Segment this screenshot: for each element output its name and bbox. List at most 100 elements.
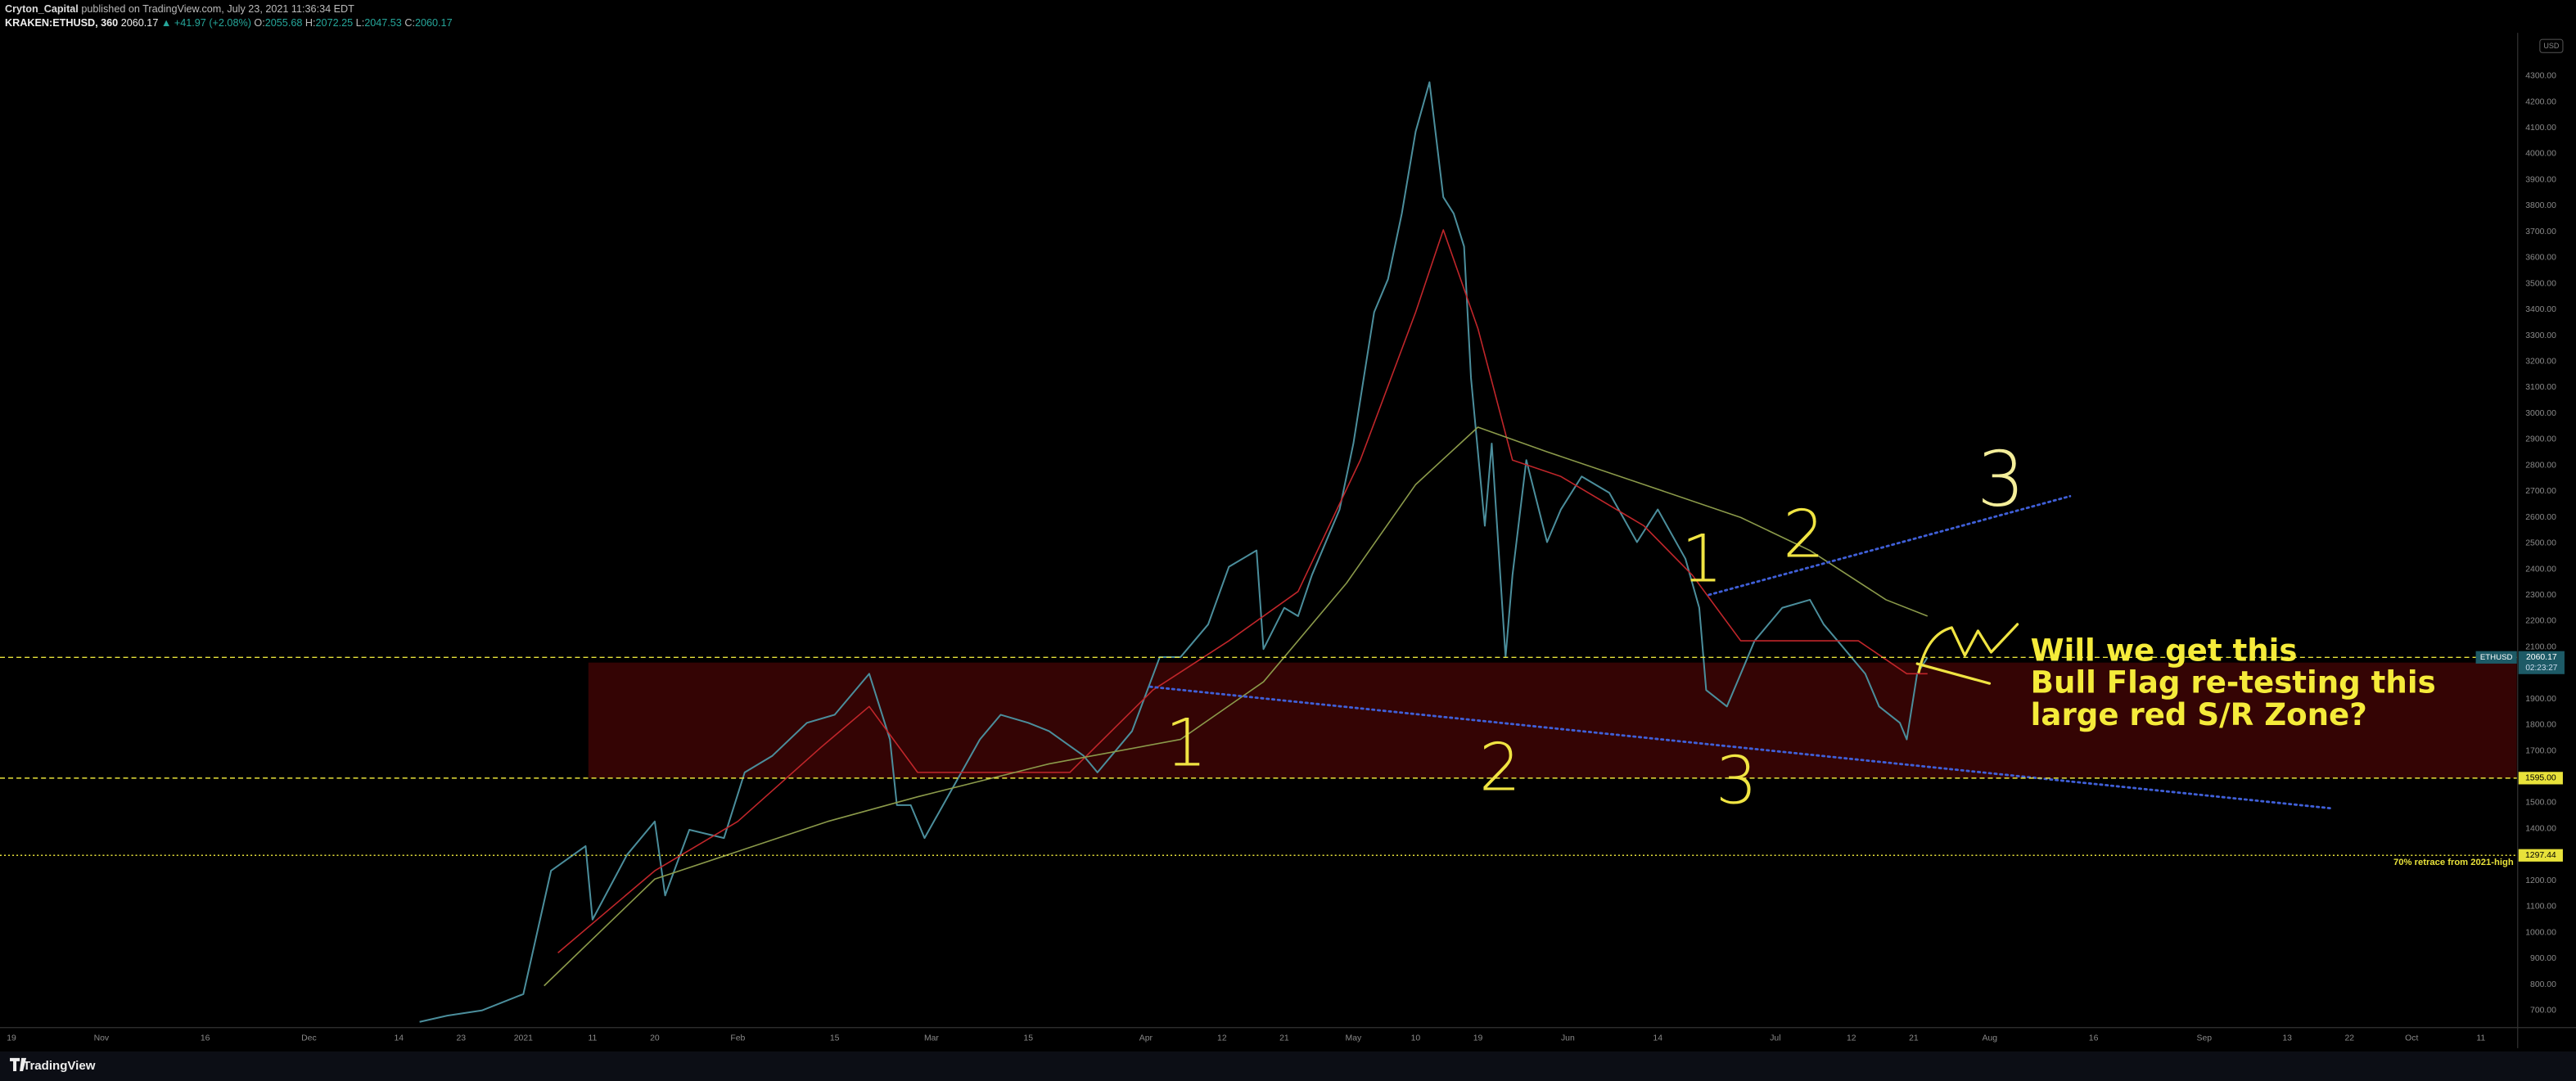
x-tick-label: Sep bbox=[2197, 1034, 2213, 1043]
flag-drawing bbox=[1915, 623, 2019, 685]
x-tick-label: 23 bbox=[457, 1034, 467, 1043]
x-tick-label: 13 bbox=[2282, 1034, 2292, 1043]
published: published on TradingView.com, July 23, 2… bbox=[81, 3, 354, 15]
x-tick-label: 11 bbox=[2476, 1034, 2485, 1043]
series-line bbox=[544, 426, 1929, 987]
y-tick-label: 1500.00 bbox=[2525, 799, 2556, 808]
level-label: 1595.00 bbox=[2525, 774, 2556, 783]
x-tick-label: 19 bbox=[7, 1034, 16, 1043]
x-tick-label: Mar bbox=[924, 1034, 939, 1043]
y-tick-label: 2900.00 bbox=[2525, 435, 2556, 444]
y-tick-label: 2600.00 bbox=[2525, 513, 2556, 522]
y-tick-label: 4300.00 bbox=[2525, 72, 2556, 81]
ohlc-key: C: bbox=[404, 17, 415, 29]
wave-count: 3 bbox=[1716, 742, 1757, 819]
x-tick-label: 16 bbox=[201, 1034, 210, 1043]
x-tick-label: Oct bbox=[2405, 1034, 2418, 1043]
y-tick-label: 2500.00 bbox=[2525, 539, 2556, 548]
y-tick-label: 3700.00 bbox=[2525, 227, 2556, 236]
x-tick-label: May bbox=[1346, 1034, 1362, 1043]
level-note: 70% retrace from 2021-high bbox=[2393, 858, 2514, 867]
x-tick-label: 11 bbox=[588, 1034, 597, 1043]
x-tick-label: Aug bbox=[1983, 1034, 1998, 1043]
y-tick-label: 2700.00 bbox=[2525, 487, 2556, 496]
level-label-box bbox=[2518, 849, 2563, 862]
y-tick-label: 1000.00 bbox=[2525, 928, 2556, 937]
ohlc-value: 2047.53 bbox=[364, 17, 402, 29]
x-tick-label: Nov bbox=[94, 1034, 110, 1043]
y-tick-label: 4000.00 bbox=[2525, 150, 2556, 159]
wave-count: 1 bbox=[1681, 520, 1723, 597]
wave-count: 2 bbox=[1783, 495, 1825, 572]
x-tick-label: 21 bbox=[1909, 1034, 1919, 1043]
y-tick-label: 1100.00 bbox=[2526, 903, 2556, 912]
last-price-symbol-box bbox=[2475, 651, 2517, 664]
y-tick-label: 2400.00 bbox=[2525, 565, 2556, 574]
y-tick-label: 3900.00 bbox=[2525, 175, 2556, 184]
ohlc-value: 2055.68 bbox=[265, 17, 303, 29]
level-label-box bbox=[2518, 772, 2563, 785]
x-tick-label: 12 bbox=[1847, 1034, 1856, 1043]
question-line: large red S/R Zone? bbox=[2031, 697, 2367, 732]
x-tick-label: 14 bbox=[1653, 1034, 1662, 1043]
y-tick-label: 3800.00 bbox=[2525, 201, 2556, 210]
series-line bbox=[557, 229, 1928, 953]
question-line: Will we get this bbox=[2031, 633, 2298, 669]
series-line bbox=[419, 81, 1929, 1023]
y-tick-label: 3400.00 bbox=[2525, 305, 2556, 314]
plot-area bbox=[419, 81, 2517, 1023]
ohlc-value: 2060.17 bbox=[415, 17, 453, 29]
x-tick-label: Jun bbox=[1561, 1034, 1575, 1043]
y-tick-label: 1900.00 bbox=[2525, 695, 2556, 704]
countdown: 02:23:27 bbox=[2525, 664, 2557, 673]
y-tick-label: 3200.00 bbox=[2525, 357, 2556, 366]
x-tick-label: Feb bbox=[730, 1034, 745, 1043]
x-tick-label: 21 bbox=[1279, 1034, 1289, 1043]
x-tick-label: 2021 bbox=[514, 1034, 533, 1043]
ohlc-key: O: bbox=[254, 17, 264, 29]
symbol: KRAKEN:ETHUSD, 360 bbox=[5, 17, 118, 29]
trendline bbox=[1148, 685, 2335, 810]
question-line: Bull Flag re-testing this bbox=[2031, 665, 2436, 700]
symbol-line: KRAKEN:ETHUSD, 360 2060.17 ▲ +41.97 (+2.… bbox=[5, 17, 453, 29]
ohlc-key: H: bbox=[305, 17, 316, 29]
ohlc-key: L: bbox=[356, 17, 365, 29]
y-tick-label: 3600.00 bbox=[2525, 254, 2556, 263]
x-tick-label: Jul bbox=[1770, 1034, 1780, 1043]
y-tick-label: 2200.00 bbox=[2525, 617, 2556, 626]
x-tick-label: 22 bbox=[2344, 1034, 2354, 1043]
y-tick-label: 3100.00 bbox=[2525, 383, 2556, 392]
y-tick-label: 700.00 bbox=[2530, 1007, 2556, 1016]
x-tick-label: Apr bbox=[1139, 1034, 1153, 1043]
y-tick-label: 1200.00 bbox=[2525, 876, 2556, 885]
x-tick-label: Dec bbox=[301, 1034, 317, 1043]
y-tick-label: 2100.00 bbox=[2525, 642, 2556, 651]
footer bbox=[0, 1051, 2576, 1081]
y-tick-label: 1700.00 bbox=[2525, 746, 2556, 755]
x-tick-label: 12 bbox=[1217, 1034, 1227, 1043]
brand-logo bbox=[10, 1057, 27, 1071]
level-label: 1297.44 bbox=[2525, 851, 2556, 860]
y-tick-label: 3000.00 bbox=[2525, 409, 2556, 418]
wave-count: 3 bbox=[1977, 435, 2025, 524]
x-tick-label: 20 bbox=[650, 1034, 660, 1043]
wave-count: 2 bbox=[1479, 729, 1521, 806]
y-tick-label: 800.00 bbox=[2530, 980, 2556, 989]
x-tick-label: 10 bbox=[1411, 1034, 1421, 1043]
trendline bbox=[1708, 494, 2072, 597]
y-tick-label: 4100.00 bbox=[2525, 124, 2556, 133]
ohlc-value: 2072.25 bbox=[316, 17, 354, 29]
price: 2060.17 bbox=[121, 17, 159, 29]
y-tick-label: 3500.00 bbox=[2525, 279, 2556, 288]
sr-zone bbox=[588, 662, 2517, 778]
y-tick-label: 1400.00 bbox=[2525, 824, 2556, 833]
wave-count: 1 bbox=[1166, 704, 1207, 781]
header-line: Cryton_Capital published on TradingView.… bbox=[5, 3, 354, 15]
y-tick-label: 2300.00 bbox=[2525, 591, 2556, 600]
x-tick-label: 15 bbox=[1023, 1034, 1033, 1043]
currency-box bbox=[2539, 38, 2564, 53]
change: ▲ +41.97 (+2.08%) bbox=[161, 17, 251, 29]
last-price-label: 2060.17 bbox=[2526, 653, 2557, 662]
